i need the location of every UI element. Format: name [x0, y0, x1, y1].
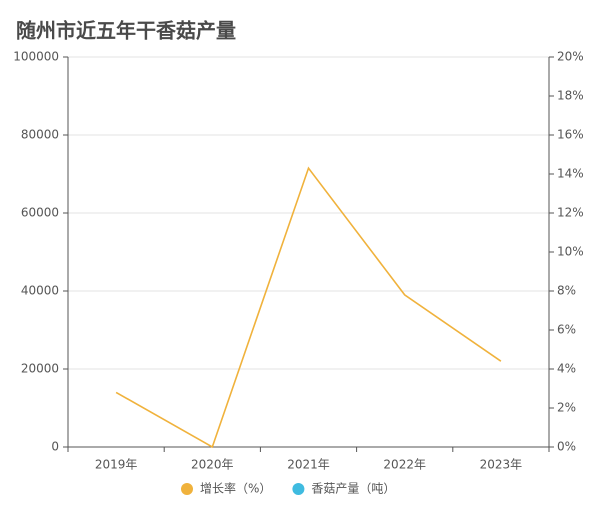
y2-tick-label: 16% — [557, 128, 584, 142]
y2-tick-label: 8% — [557, 284, 576, 298]
y2-tick-label: 10% — [557, 245, 584, 259]
x-tick-label: 2019年 — [95, 458, 138, 472]
y2-tick-label: 2% — [557, 401, 576, 415]
chart-title: 随州市近五年干香菇产量 — [16, 19, 236, 43]
y2-tick-label: 0% — [557, 440, 576, 454]
y2-tick-label: 4% — [557, 362, 576, 376]
y-tick-label: 0 — [51, 440, 59, 454]
y-tick-label: 80000 — [21, 128, 59, 142]
x-tick-label: 2022年 — [383, 458, 426, 472]
y2-tick-label: 14% — [557, 167, 584, 181]
y2-tick-label: 20% — [557, 50, 584, 64]
legend-marker — [181, 483, 193, 495]
y-tick-label: 40000 — [21, 284, 59, 298]
x-tick-label: 2020年 — [191, 458, 234, 472]
y2-tick-label: 12% — [557, 206, 584, 220]
x-tick-label: 2023年 — [480, 458, 523, 472]
y2-tick-label: 6% — [557, 323, 576, 337]
legend-label: 增长率（%） — [200, 481, 271, 496]
legend-marker — [292, 483, 305, 495]
y2-tick-label: 18% — [557, 89, 584, 103]
y-tick-label: 60000 — [21, 206, 59, 220]
line-series — [115, 166, 502, 449]
x-tick-label: 2021年 — [287, 458, 330, 472]
legend-label: 香菇产量（吨） — [311, 482, 395, 496]
y-tick-label: 100000 — [13, 50, 59, 64]
y-tick-label: 20000 — [21, 362, 59, 376]
